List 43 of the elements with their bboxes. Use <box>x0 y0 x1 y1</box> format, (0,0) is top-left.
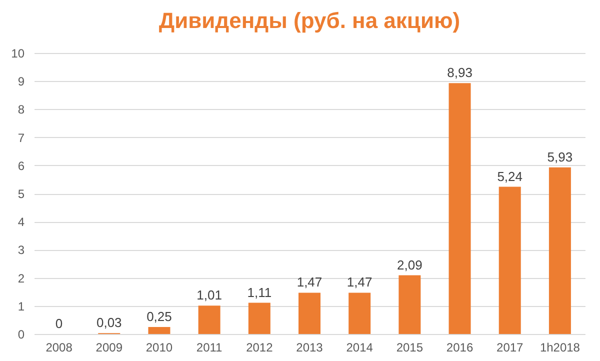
data-label: 1,47 <box>296 274 322 290</box>
data-label: 8,93 <box>447 65 472 80</box>
data-label: 2,09 <box>397 257 422 272</box>
data-label: 0,25 <box>146 308 172 324</box>
data-label: 0 <box>55 316 63 331</box>
bar <box>398 275 421 334</box>
y-tick-label: 8 <box>18 102 25 117</box>
bar <box>148 326 170 334</box>
y-tick-label: 2 <box>18 271 25 286</box>
data-label: 0,03 <box>96 315 122 330</box>
bar <box>348 292 371 334</box>
data-label: 1,11 <box>247 284 272 300</box>
y-tick-label: 4 <box>18 215 25 230</box>
data-label: 5,24 <box>497 168 523 184</box>
y-tick-label: 0 <box>18 328 25 342</box>
y-tick-label: 1 <box>18 299 25 314</box>
x-tick-label: 2011 <box>196 340 223 354</box>
y-tick-label: 3 <box>18 243 25 258</box>
bar <box>548 167 571 334</box>
x-tick-label: 2015 <box>396 340 424 354</box>
y-tick-label: 6 <box>18 158 25 173</box>
y-tick-label: 5 <box>18 187 25 201</box>
y-tick-label: 10 <box>11 46 25 60</box>
bar <box>248 302 270 334</box>
x-tick-label: 1h2018 <box>540 340 580 354</box>
x-tick-label: 2017 <box>496 340 524 354</box>
bar <box>198 306 220 334</box>
x-tick-label: 2009 <box>96 340 123 354</box>
y-tick-label: 9 <box>18 74 25 89</box>
chart-title: Дивиденды (руб. на акцию) <box>158 8 460 33</box>
bar <box>498 186 521 334</box>
x-tick-label: 2014 <box>346 340 374 354</box>
x-tick-label: 2012 <box>246 340 274 354</box>
bar <box>298 292 320 334</box>
data-label: 1,47 <box>346 274 372 290</box>
data-label: 1,01 <box>196 288 222 303</box>
y-tick-label: 7 <box>18 130 25 145</box>
x-tick-label: 2010 <box>146 340 173 354</box>
x-tick-label: 2013 <box>296 340 324 354</box>
x-tick-label: 2016 <box>446 340 474 354</box>
data-label: 5,93 <box>547 149 573 164</box>
bar <box>448 83 471 334</box>
x-tick-label: 2008 <box>46 340 73 354</box>
